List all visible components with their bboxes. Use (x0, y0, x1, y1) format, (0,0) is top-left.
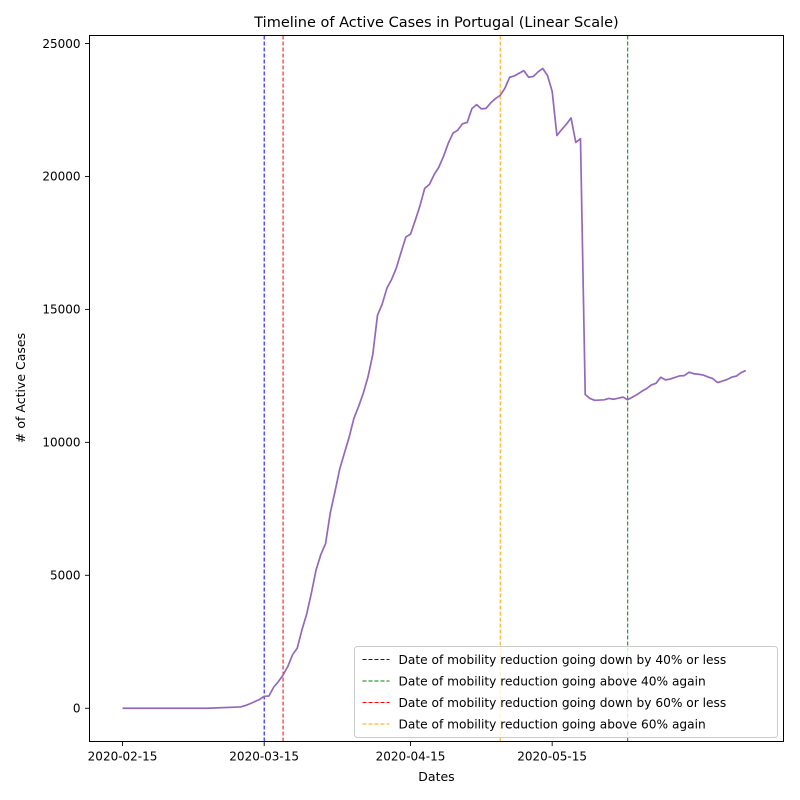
x-tick-label-0: 2020-02-15 (88, 750, 158, 764)
legend-label-3: Date of mobility reduction going above 6… (399, 717, 706, 731)
x-tick-label-3: 2020-05-15 (517, 750, 587, 764)
series-line-0 (122, 67, 747, 710)
y-tick-label-0: 0 (73, 702, 81, 716)
legend-label-2: Date of mobility reduction going down by… (399, 696, 727, 710)
y-axis-ticks: 0 5000 10000 15000 20000 25000 (42, 37, 90, 716)
legend-label-1: Date of mobility reduction going above 4… (399, 674, 706, 688)
plot-area (122, 35, 747, 742)
series-layer (122, 67, 747, 710)
x-tick-label-1: 2020-03-15 (229, 750, 299, 764)
y-tick-label-4: 20000 (42, 170, 80, 184)
y-tick-label-2: 10000 (42, 436, 80, 450)
x-axis-ticks: 2020-02-15 2020-03-15 2020-04-15 2020-05-15 (88, 741, 587, 764)
y-axis-label: # of Active Cases (13, 333, 28, 443)
y-tick-label-3: 15000 (42, 303, 80, 317)
legend: Date of mobility reduction going down by… (354, 646, 778, 738)
legend-label-0: Date of mobility reduction going down by… (399, 653, 727, 667)
legend-box (354, 646, 778, 738)
x-tick-label-2: 2020-04-15 (376, 750, 446, 764)
plot-frame (89, 35, 784, 742)
vertical-reference-lines (263, 35, 629, 742)
x-axis-label: Dates (418, 769, 454, 784)
chart-title: Timeline of Active Cases in Portugal (Li… (253, 15, 618, 31)
y-tick-label-5: 25000 (42, 37, 80, 51)
y-tick-label-1: 5000 (50, 569, 81, 583)
